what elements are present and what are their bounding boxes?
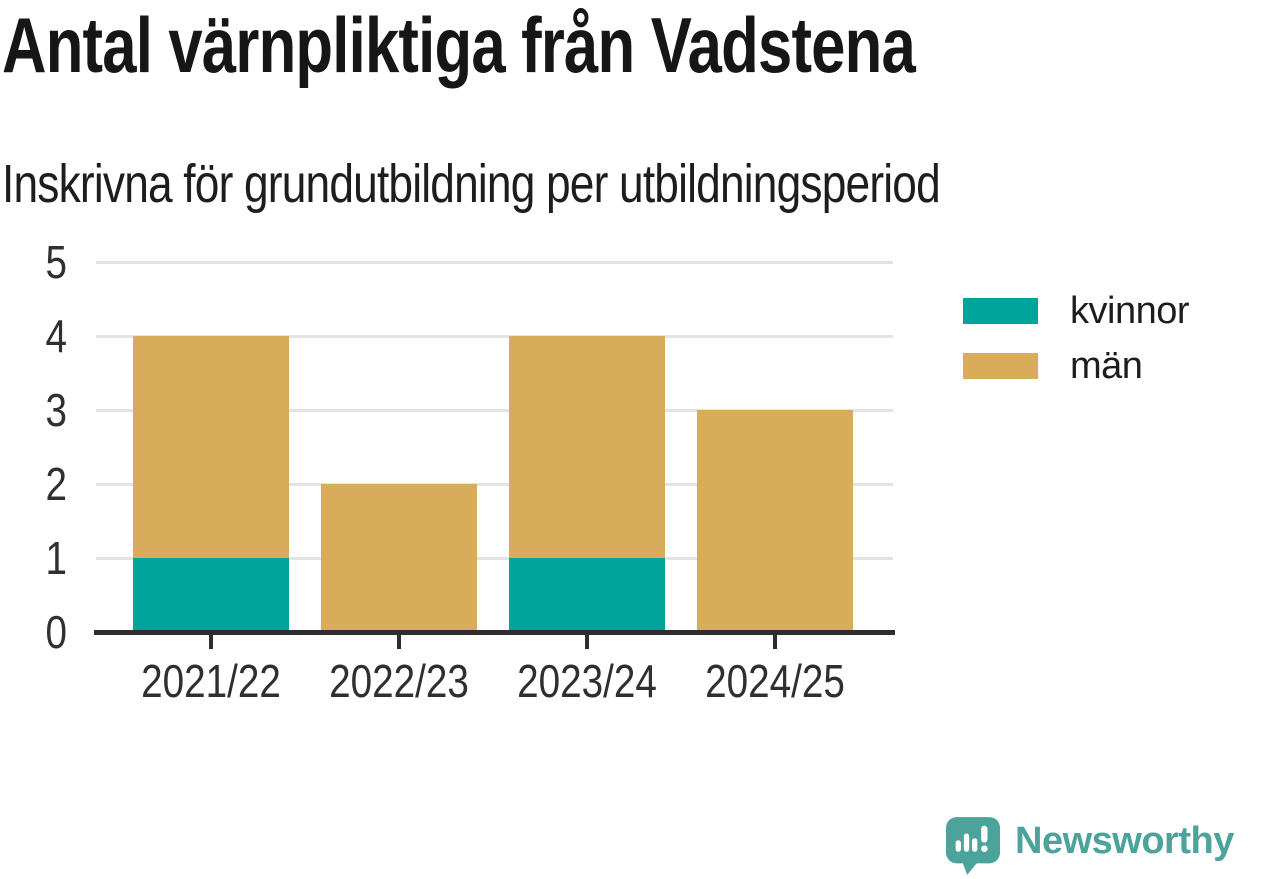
bar-segment-män [321, 484, 477, 632]
x-tick [773, 635, 777, 649]
x-tick [397, 635, 401, 649]
gridline [96, 557, 893, 560]
legend-label: kvinnor [1070, 290, 1190, 332]
bar-segment-kvinnor [509, 558, 665, 632]
bar-segment-män [697, 410, 853, 632]
chart-title: Antal värnpliktiga från Vadstena [2, 1, 916, 89]
y-tick-label: 0 [45, 606, 67, 658]
newsworthy-logo: Newsworthy [946, 817, 1234, 875]
bar-segment-män [509, 336, 665, 558]
legend: kvinnor män [963, 290, 1190, 400]
x-tick [585, 635, 589, 649]
y-tick-label: 3 [45, 384, 67, 436]
legend-row: kvinnor [963, 290, 1190, 332]
legend-label: män [1070, 345, 1143, 387]
gridline [96, 409, 893, 412]
y-tick-label: 4 [45, 310, 67, 362]
y-tick-label: 1 [45, 532, 67, 584]
gridline [96, 483, 893, 486]
newsworthy-icon [946, 817, 1000, 875]
x-tick-label: 2023/24 [517, 655, 657, 707]
legend-swatch-män [963, 353, 1038, 379]
legend-row: män [963, 345, 1189, 387]
bar-segment-män [133, 336, 289, 558]
x-tick-label: 2024/25 [705, 655, 845, 707]
x-tick-label: 2021/22 [141, 655, 281, 707]
gridline [96, 261, 893, 264]
y-tick-label: 2 [45, 458, 67, 510]
x-tick-label: 2022/23 [329, 655, 469, 707]
legend-swatch-kvinnor [963, 298, 1038, 324]
x-tick [209, 635, 213, 649]
x-axis-line [94, 630, 895, 635]
newsworthy-wordmark: Newsworthy [1015, 819, 1234, 862]
chart-subtitle: Inskrivna för grundutbildning per utbild… [2, 154, 941, 214]
gridline [96, 335, 893, 338]
y-tick-label: 5 [45, 236, 67, 288]
bar-segment-kvinnor [133, 558, 289, 632]
